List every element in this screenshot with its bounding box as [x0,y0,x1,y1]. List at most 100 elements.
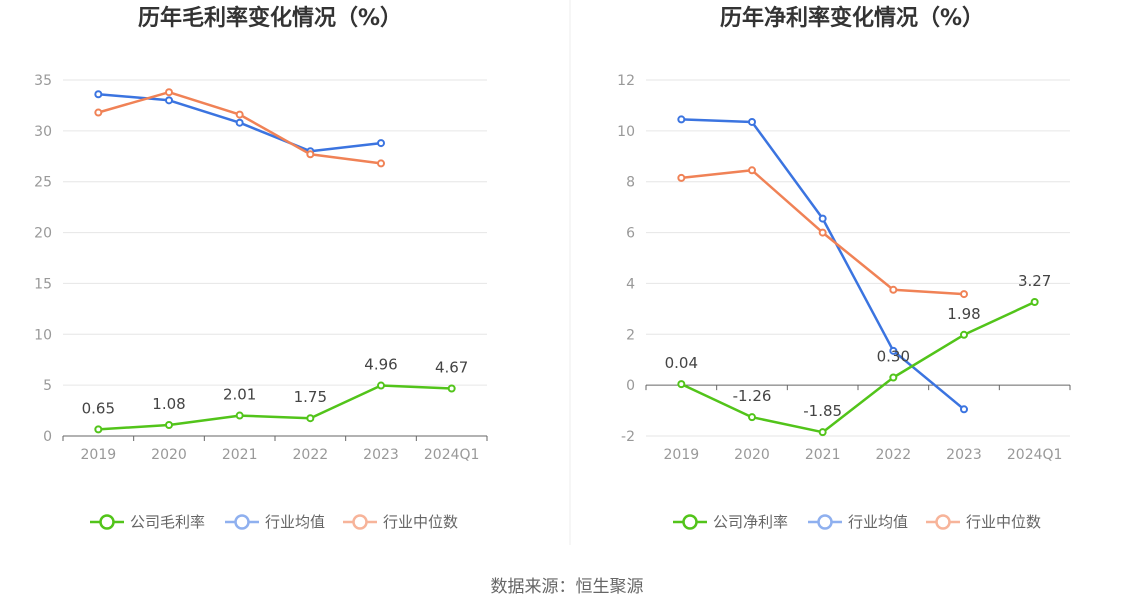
legend-marker [352,514,368,530]
chart-title: 历年毛利率变化情况（%） [138,5,402,31]
x-tick-label: 2024Q1 [1007,447,1063,463]
data-label: 0.30 [877,348,910,366]
net-margin-chart: 历年净利率变化情况（%） -2 0 2 4 6 8 10 12 2019 2020 2021 2022 2… [617,5,1071,531]
data-label: 1.75 [294,388,327,406]
y-tick-label: 5 [43,378,52,394]
data-point [306,150,315,159]
data-point [165,88,173,97]
legend-label: 公司净利率 [713,513,788,531]
data-point [677,173,686,182]
data-label: 0.65 [82,399,115,417]
legend-marker [817,514,833,530]
data-label: 3.27 [1018,272,1051,290]
gross-margin-chart: 历年毛利率变化情况（%） 0 5 10 15 20 25 30 35 2019 2020 2021 20… [34,5,488,531]
legend-item-industry-median: 行业中位数 [343,513,458,531]
legend-item-industry-avg: 行业均值 [225,513,325,531]
data-point [889,373,898,382]
legend-label: 行业均值 [265,513,325,531]
y-tick-label: 0 [43,429,52,445]
y-tick-label: 25 [34,175,52,191]
data-point [377,159,385,168]
legend-marker [935,514,951,530]
y-tick-label: 35 [34,73,52,89]
y-tick-label: 10 [34,327,52,343]
y-tick-label: 2 [626,327,635,343]
y-tick-label: 4 [626,276,635,292]
x-tick-label: 2020 [734,447,770,463]
y-tick-label: 6 [626,226,635,242]
y-tick-label: 30 [34,124,52,140]
data-label: 2.01 [223,386,256,404]
data-point [818,214,827,223]
data-point [235,110,244,119]
y-tick-label: 20 [34,226,52,242]
x-tick-label: 2022 [876,447,912,463]
data-point [748,117,756,126]
y-tick-label: 15 [34,276,52,292]
x-tick-label: 2023 [946,447,982,463]
data-point [889,346,898,355]
data-point [818,428,827,437]
x-tick-label: 2021 [805,447,841,463]
data-point [235,118,244,127]
legend-marker [234,514,250,530]
chart-legend: 公司毛利率 行业均值 行业中位数 [90,513,458,531]
x-tick-label: 2019 [81,447,117,463]
legend-label: 行业均值 [848,513,908,531]
series-line-industry-avg [681,118,965,411]
data-label: -1.26 [733,387,772,405]
data-point [818,228,827,237]
data-point [94,108,103,117]
legend-item-company: 公司毛利率 [90,513,205,531]
legend-item-company: 公司净利率 [673,513,788,531]
data-point [165,96,173,105]
data-point [1030,297,1039,306]
x-tick-label: 2022 [293,447,329,463]
data-label: 4.67 [435,358,468,376]
data-point [447,384,456,393]
data-point [306,414,315,423]
data-point [94,90,103,99]
data-point [960,290,968,299]
legend-item-industry-avg: 行业均值 [808,513,908,531]
x-tick-label: 2021 [222,447,258,463]
legend-item-industry-median: 行业中位数 [926,513,1041,531]
series-line-industry-median [97,90,382,165]
y-tick-label: 0 [626,378,635,394]
x-tick-label: 2024Q1 [424,447,480,463]
data-label: 0.04 [665,354,698,372]
x-tick-label: 2020 [151,447,187,463]
data-label: 1.98 [947,305,980,323]
x-tick-label: 2019 [664,447,700,463]
data-label: -1.85 [803,402,842,420]
data-point [235,411,244,420]
chart-legend: 公司净利率 行业均值 行业中位数 [673,513,1041,531]
x-tick-label: 2023 [363,447,399,463]
data-point [748,413,756,422]
data-point [889,285,898,294]
source-note: 数据来源：恒生聚源 [491,577,644,597]
chart-title: 历年净利率变化情况（%） [720,5,984,31]
legend-label: 行业中位数 [383,513,458,531]
series-line-company [680,300,1036,434]
data-point [960,330,968,339]
y-tick-label: 10 [617,124,635,140]
data-point [677,380,686,389]
y-tick-label: 8 [626,175,635,191]
data-point [165,421,173,430]
y-tick-label: -2 [621,429,635,445]
legend-label: 行业中位数 [966,513,1041,531]
data-label: 1.08 [152,395,185,413]
legend-marker [682,514,698,530]
data-point [677,115,686,124]
data-point [377,139,385,148]
y-tick-label: 12 [617,73,635,89]
data-point [748,166,756,175]
data-point [94,425,103,434]
legend-label: 公司毛利率 [130,513,205,531]
legend-marker [99,514,115,530]
series-line-company [98,384,452,431]
data-label: 4.96 [364,356,397,374]
data-point [960,405,968,414]
